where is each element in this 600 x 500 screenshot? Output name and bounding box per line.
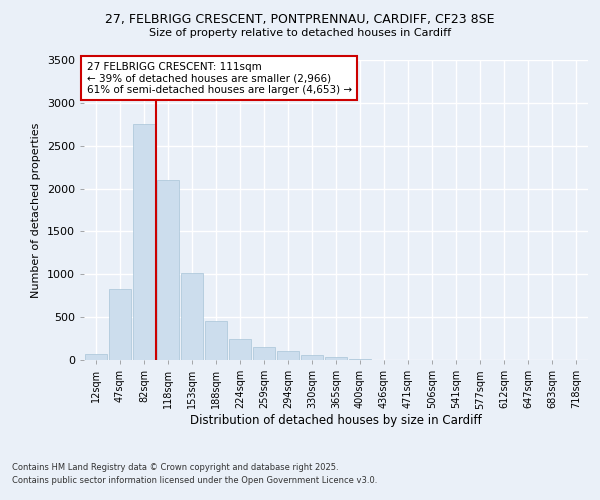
Bar bbox=[109, 289, 131, 360]
Y-axis label: Number of detached properties: Number of detached properties bbox=[31, 122, 41, 298]
Bar bbox=[157, 180, 179, 360]
Bar bbox=[85, 354, 107, 360]
Bar bbox=[325, 358, 347, 360]
Bar bbox=[181, 272, 203, 360]
Text: 27 FELBRIGG CRESCENT: 111sqm
← 39% of detached houses are smaller (2,966)
61% of: 27 FELBRIGG CRESCENT: 111sqm ← 39% of de… bbox=[86, 62, 352, 94]
Bar bbox=[277, 352, 299, 360]
Bar bbox=[349, 359, 371, 360]
Bar bbox=[133, 124, 155, 360]
Bar bbox=[229, 340, 251, 360]
Text: Contains public sector information licensed under the Open Government Licence v3: Contains public sector information licen… bbox=[12, 476, 377, 485]
X-axis label: Distribution of detached houses by size in Cardiff: Distribution of detached houses by size … bbox=[190, 414, 482, 427]
Bar bbox=[205, 320, 227, 360]
Text: Size of property relative to detached houses in Cardiff: Size of property relative to detached ho… bbox=[149, 28, 451, 38]
Text: 27, FELBRIGG CRESCENT, PONTPRENNAU, CARDIFF, CF23 8SE: 27, FELBRIGG CRESCENT, PONTPRENNAU, CARD… bbox=[105, 12, 495, 26]
Text: Contains HM Land Registry data © Crown copyright and database right 2025.: Contains HM Land Registry data © Crown c… bbox=[12, 464, 338, 472]
Bar bbox=[253, 347, 275, 360]
Bar bbox=[301, 355, 323, 360]
